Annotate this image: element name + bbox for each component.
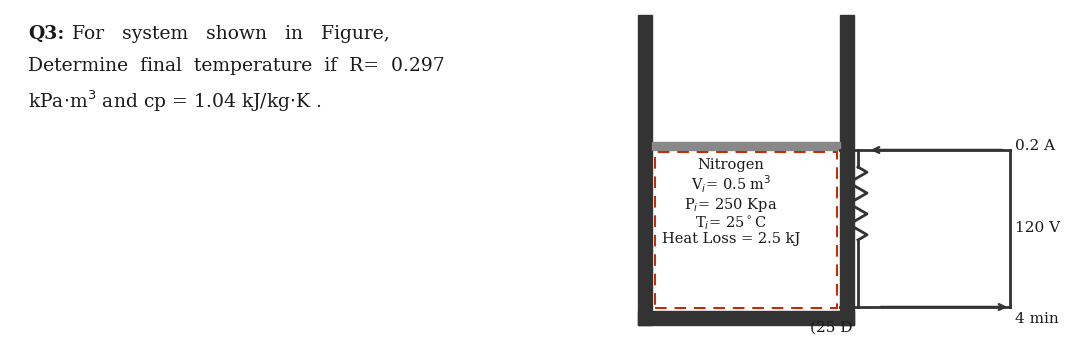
Text: (25 D: (25 D <box>810 321 852 335</box>
Text: 120 V: 120 V <box>1015 221 1061 236</box>
Text: Determine  final  temperature  if  R=  0.297: Determine final temperature if R= 0.297 <box>28 57 445 75</box>
Text: Q3:: Q3: <box>28 25 65 43</box>
Text: Heat Loss = 2.5 kJ: Heat Loss = 2.5 kJ <box>662 232 800 246</box>
Text: kPa$\cdot$m$^3$ and cp = 1.04 kJ/kg$\cdot$K .: kPa$\cdot$m$^3$ and cp = 1.04 kJ/kg$\cdo… <box>28 89 322 115</box>
Text: V$_i$= 0.5 m$^3$: V$_i$= 0.5 m$^3$ <box>691 174 771 195</box>
Text: For   system   shown   in   Figure,: For system shown in Figure, <box>72 25 390 43</box>
Text: Nitrogen: Nitrogen <box>698 158 765 172</box>
Text: 4 min: 4 min <box>1015 312 1058 326</box>
Bar <box>638 311 854 325</box>
Text: T$_i$= 25$^\circ$C: T$_i$= 25$^\circ$C <box>694 214 767 232</box>
Bar <box>652 142 840 150</box>
Bar <box>638 15 652 325</box>
Bar <box>652 15 840 311</box>
Text: P$_i$= 250 Kpa: P$_i$= 250 Kpa <box>685 196 778 214</box>
Text: 0.2 A: 0.2 A <box>1015 139 1055 153</box>
Bar <box>840 15 854 325</box>
